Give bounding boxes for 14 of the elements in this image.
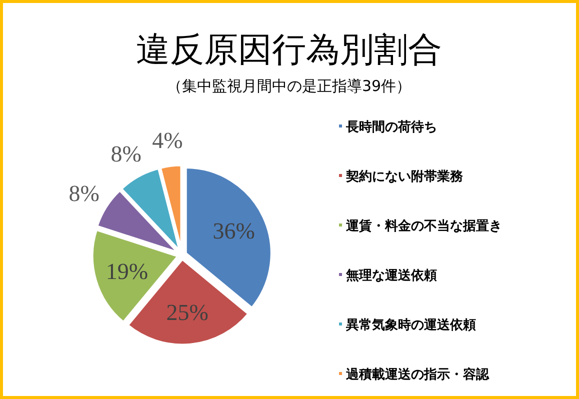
legend-label: 運賃・料金の不当な据置き xyxy=(345,219,502,234)
legend-label: 異常気象時の運送依頼 xyxy=(345,318,476,333)
legend-label: 過積載運送の指示・容認 xyxy=(345,366,490,382)
data-label: 25% xyxy=(166,300,208,326)
data-label: 4% xyxy=(152,128,183,153)
chart-title: 違反原因行為別割合 xyxy=(136,30,442,70)
data-label: 36% xyxy=(212,218,255,244)
legend-label: 長時間の荷待ち xyxy=(345,119,437,135)
legend-label: 契約にない附帯業務 xyxy=(345,170,464,184)
legend-label: 無理な運送依頼 xyxy=(345,268,437,284)
chart-subtitle: （集中監視月間中の是正指導39件） xyxy=(166,77,412,95)
data-label: 19% xyxy=(106,258,148,284)
data-label: 8% xyxy=(110,141,142,166)
data-label: 8% xyxy=(68,180,100,206)
